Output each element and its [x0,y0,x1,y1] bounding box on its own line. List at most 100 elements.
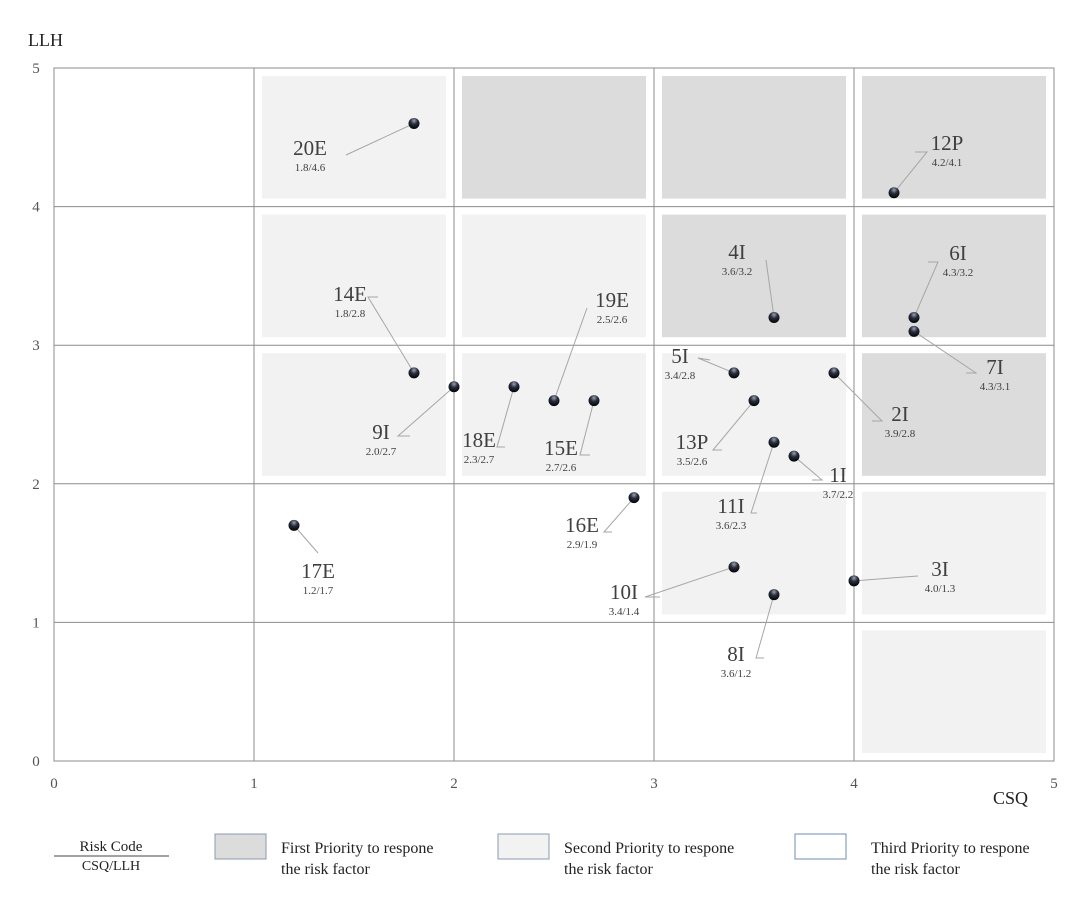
zone-first-priority [862,76,1046,199]
leader-line-17e [293,525,319,554]
x-tick-label: 4 [850,776,858,792]
data-point-16e [628,492,640,504]
point-code-label: 14E [333,282,367,306]
zone-second-priority [262,214,446,338]
point-value-label: 4.2/4.1 [932,157,963,169]
data-point-1i [788,450,800,462]
point-code-label: 5I [671,344,689,368]
point-code-label: 7I [986,355,1004,379]
point-value-label: 3.6/1.2 [721,668,752,680]
y-tick-label: 3 [32,338,40,354]
point-value-label: 4.3/3.2 [943,267,974,279]
leader-line-19e [553,307,588,401]
legend-key-bottom: CSQ/LLH [82,859,140,874]
point-code-label: 12P [931,131,964,155]
leader-line-12p [893,151,929,194]
leader-line-8i [755,594,775,659]
point-value-label: 1.8/4.6 [295,162,326,174]
point-code-label: 15E [544,436,578,460]
leader-line-11i [750,442,775,514]
leader-line-3i [853,575,919,582]
point-value-label: 4.3/3.1 [980,381,1011,393]
x-tick-label: 3 [650,776,658,792]
y-tick-label: 4 [32,200,40,216]
zone-first-priority [662,76,846,199]
legend-swatch-first [214,833,267,860]
point-code-label: 2I [891,402,909,426]
point-value-label: 2.3/2.7 [464,454,495,466]
point-value-label: 3.4/1.4 [609,606,640,618]
zone-second-priority [662,353,846,476]
leader-line-6i [913,261,939,318]
leader-line-4i [765,259,775,318]
data-point-8i [768,589,780,601]
zone-first-priority [862,214,1046,338]
point-value-label: 1.2/1.7 [303,585,334,597]
zone-second-priority [862,491,1046,615]
point-code-label: 18E [462,428,496,452]
plot-border [53,67,1055,762]
leader-line-13p [711,400,755,451]
legend-swatch-second [497,833,550,860]
data-point-12p [888,187,900,199]
leader-line-1i [793,455,824,481]
data-point-9i [448,381,460,393]
legend-key-top: Risk Code [80,839,143,855]
point-value-label: 3.6/2.3 [716,520,747,532]
zone-first-priority [862,353,1046,476]
data-point-13p [748,395,760,407]
data-point-6i [908,311,920,323]
leader-line-18e [496,386,515,448]
zone-second-priority [662,491,846,615]
point-value-label: 4.0/1.3 [925,583,956,595]
legend-swatch-third [794,833,847,860]
y-tick-label: 1 [32,615,40,631]
legend-first-line1: First Priority to respone [281,840,433,857]
point-code-label: 9I [372,420,390,444]
point-code-label: 13P [676,430,709,454]
zone-second-priority [262,76,446,199]
leader-line-15e [579,400,595,456]
x-tick-label: 5 [1050,776,1058,792]
zone-second-priority [462,353,646,476]
point-value-label: 2.9/1.9 [567,539,598,551]
legend: Risk Code CSQ/LLH First Priority to resp… [54,833,1030,878]
leader-line-16e [602,497,635,533]
point-code-label: 4I [728,240,746,264]
x-tick-label: 0 [50,776,58,792]
data-point-3i [848,575,860,587]
y-tick-label: 2 [32,477,40,493]
data-point-7i [908,325,920,337]
legend-first-line2: the risk factor [281,861,371,878]
point-code-label: 19E [595,288,629,312]
point-code-label: 8I [727,642,745,666]
point-code-label: 17E [301,559,335,583]
x-axis-label: CSQ [993,788,1028,808]
point-value-label: 2.0/2.7 [366,446,397,458]
zone-first-priority [662,214,846,338]
point-value-label: 2.7/2.6 [546,462,577,474]
zone-second-priority [862,630,1046,753]
leader-line-2i [833,372,884,422]
y-tick-label: 5 [32,61,40,77]
data-point-17e [288,519,300,531]
leader-line-9i [396,386,455,437]
data-point-15e [588,395,600,407]
data-point-19e [548,395,560,407]
point-value-label: 3.5/2.6 [677,456,708,468]
data-point-18e [508,381,520,393]
leader-line-10i [644,566,735,598]
data-point-11i [768,436,780,448]
data-point-4i [768,311,780,323]
leader-line-14e [367,296,415,374]
data-point-20e [408,117,420,129]
data-point-5i [728,367,740,379]
point-code-label: 10I [610,580,638,604]
point-value-label: 3.7/2.2 [823,489,854,501]
leader-line-5i [697,357,735,374]
x-tick-label: 2 [450,776,458,792]
leader-line-20e [345,122,415,156]
point-value-label: 2.5/2.6 [597,314,628,326]
point-code-label: 11I [717,494,744,518]
